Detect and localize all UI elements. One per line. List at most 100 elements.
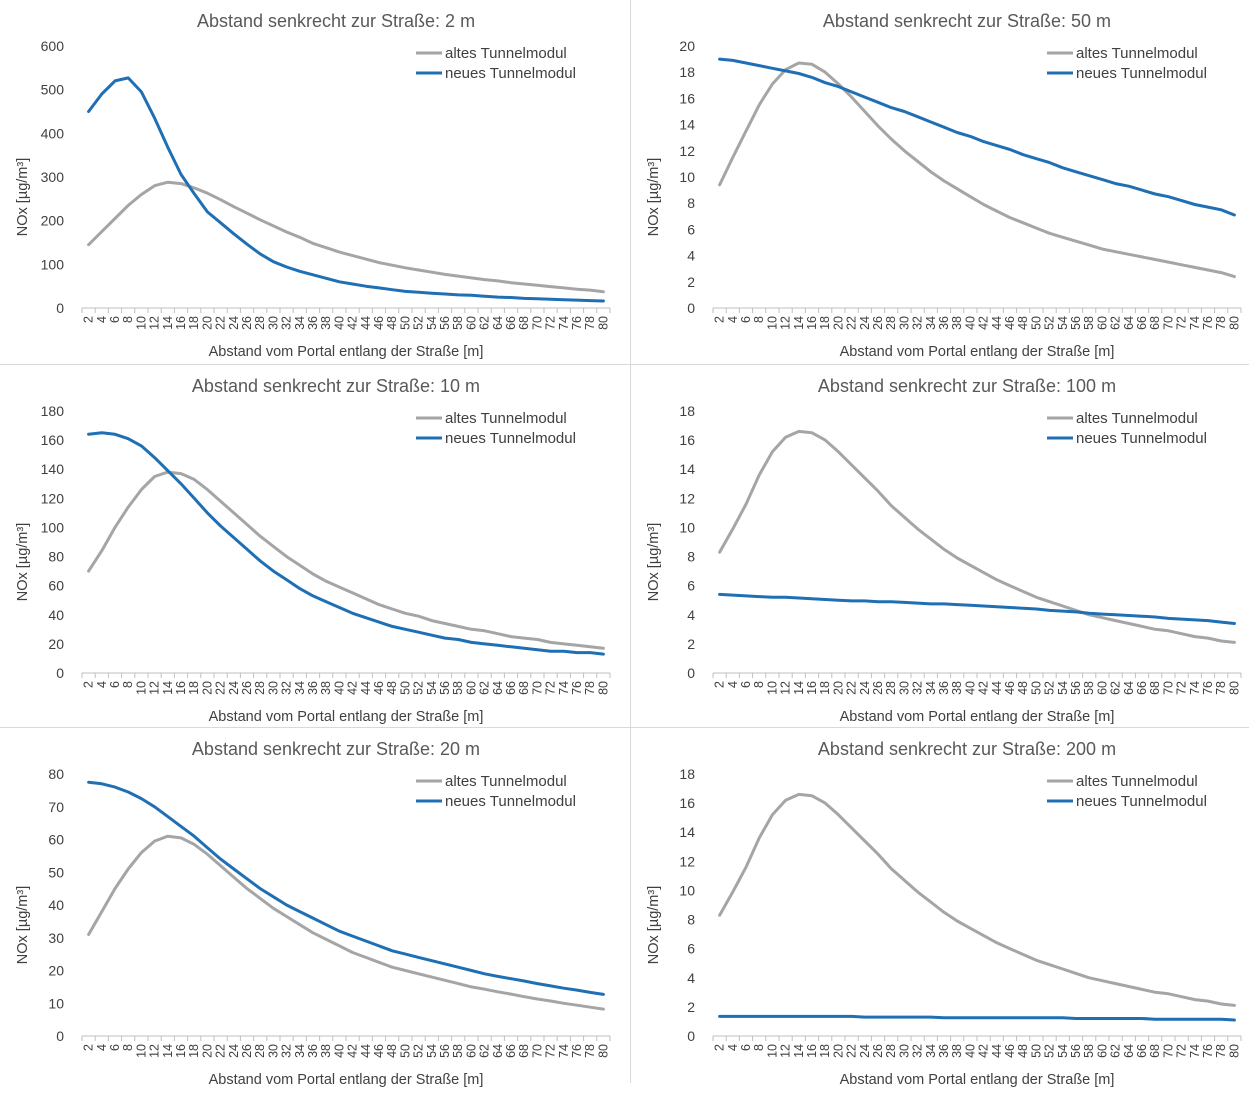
x-tick-label: 12	[779, 1044, 793, 1058]
x-tick-label: 22	[845, 1044, 859, 1058]
x-tick-label: 6	[739, 681, 753, 688]
x-tick-label: 62	[1109, 1044, 1123, 1058]
x-axis-label: Abstand vom Portal entlang der Straße [m…	[209, 709, 484, 725]
x-tick-label: 20	[200, 681, 214, 695]
y-tick-label: 18	[679, 403, 695, 419]
x-tick-label: 76	[570, 681, 584, 695]
x-tick-label: 72	[1175, 316, 1189, 330]
x-tick-label: 14	[161, 681, 175, 695]
x-tick-label: 76	[1201, 316, 1215, 330]
x-tick-label: 66	[504, 316, 518, 330]
x-tick-label: 30	[266, 1044, 280, 1058]
chart-title: Abstand senkrecht zur Straße: 10 m	[192, 376, 480, 396]
y-tick-label: 16	[679, 432, 695, 448]
x-tick-label: 26	[871, 1044, 885, 1058]
y-tick-label: 0	[56, 300, 64, 316]
x-tick-label: 64	[491, 316, 505, 330]
x-tick-label: 58	[451, 681, 465, 695]
x-tick-label: 52	[1043, 316, 1057, 330]
x-tick-label: 46	[372, 1044, 386, 1058]
x-tick-label: 6	[108, 681, 122, 688]
x-axis-label: Abstand vom Portal entlang der Straße [m…	[209, 1072, 484, 1088]
x-tick-label: 16	[174, 681, 188, 695]
chart-title: Abstand senkrecht zur Straße: 200 m	[818, 739, 1116, 759]
x-tick-label: 2	[82, 681, 96, 688]
x-tick-label: 30	[897, 1044, 911, 1058]
x-tick-label: 32	[911, 681, 925, 695]
x-tick-label: 66	[1135, 1044, 1149, 1058]
x-tick-label: 6	[739, 316, 753, 323]
x-tick-label: 42	[346, 1044, 360, 1058]
x-tick-label: 22	[845, 681, 859, 695]
x-axis-label: Abstand vom Portal entlang der Straße [m…	[840, 1072, 1115, 1088]
y-tick-label: 16	[679, 795, 695, 811]
x-tick-label: 12	[148, 316, 162, 330]
x-tick-label: 38	[950, 1044, 964, 1058]
y-tick-label: 50	[48, 864, 64, 880]
x-tick-label: 30	[266, 316, 280, 330]
y-tick-label: 6	[687, 221, 695, 237]
x-tick-label: 38	[950, 316, 964, 330]
x-tick-label: 78	[1214, 1044, 1228, 1058]
x-tick-label: 8	[752, 316, 766, 323]
x-tick-label: 42	[346, 316, 360, 330]
x-tick-label: 72	[544, 316, 558, 330]
x-tick-label: 68	[517, 316, 531, 330]
y-tick-label: 100	[41, 519, 65, 535]
series-line-neues	[718, 1014, 1236, 1022]
x-tick-label: 44	[359, 316, 373, 330]
x-tick-label: 54	[1056, 316, 1070, 330]
x-tick-label: 52	[412, 316, 426, 330]
x-tick-label: 4	[726, 681, 740, 688]
series-line-neues	[718, 592, 1236, 625]
x-tick-label: 54	[425, 1044, 439, 1058]
x-tick-label: 24	[227, 1044, 241, 1058]
x-axis-label: Abstand vom Portal entlang der Straße [m…	[840, 344, 1115, 360]
series-line-altes	[718, 61, 1236, 279]
x-tick-label: 28	[253, 681, 267, 695]
x-tick-label: 8	[752, 681, 766, 688]
chart-svg: Abstand senkrecht zur Straße: 50 m024681…	[646, 11, 1242, 360]
x-tick-label: 16	[174, 1044, 188, 1058]
x-tick-label: 52	[412, 1044, 426, 1058]
y-axis-label: NOx [µg/m³]	[646, 523, 662, 601]
legend-label: altes Tunnelmodul	[445, 773, 567, 790]
x-tick-label: 20	[831, 1044, 845, 1058]
x-tick-label: 36	[937, 681, 951, 695]
x-tick-label: 62	[478, 1044, 492, 1058]
chart-title: Abstand senkrecht zur Straße: 50 m	[823, 11, 1111, 31]
x-tick-label: 50	[398, 316, 412, 330]
x-tick-label: 18	[818, 681, 832, 695]
y-tick-label: 2	[687, 636, 695, 652]
x-tick-label: 38	[950, 681, 964, 695]
y-tick-label: 0	[687, 300, 695, 316]
x-tick-label: 42	[346, 681, 360, 695]
y-tick-label: 180	[41, 403, 65, 419]
x-tick-label: 60	[464, 316, 478, 330]
x-tick-label: 44	[990, 316, 1004, 330]
y-tick-label: 0	[687, 1028, 695, 1044]
legend-label: neues Tunnelmodul	[445, 793, 576, 810]
x-tick-label: 34	[924, 1044, 938, 1058]
x-tick-label: 74	[557, 1044, 571, 1058]
x-tick-label: 18	[187, 681, 201, 695]
y-tick-label: 600	[41, 38, 65, 54]
x-tick-label: 74	[557, 316, 571, 330]
x-tick-label: 56	[1069, 1044, 1083, 1058]
x-tick-label: 72	[544, 1044, 558, 1058]
series-line-neues	[718, 57, 1236, 217]
y-tick-label: 40	[48, 607, 64, 623]
x-tick-label: 20	[200, 316, 214, 330]
x-tick-label: 52	[1043, 681, 1057, 695]
y-tick-label: 20	[48, 636, 64, 652]
x-tick-label: 56	[1069, 316, 1083, 330]
x-tick-label: 54	[425, 681, 439, 695]
x-tick-label: 60	[464, 1044, 478, 1058]
x-tick-label: 36	[306, 1044, 320, 1058]
x-tick-label: 10	[765, 681, 779, 695]
x-tick-label: 46	[372, 681, 386, 695]
x-tick-label: 42	[977, 681, 991, 695]
x-tick-label: 12	[148, 1044, 162, 1058]
x-tick-label: 40	[332, 1044, 346, 1058]
